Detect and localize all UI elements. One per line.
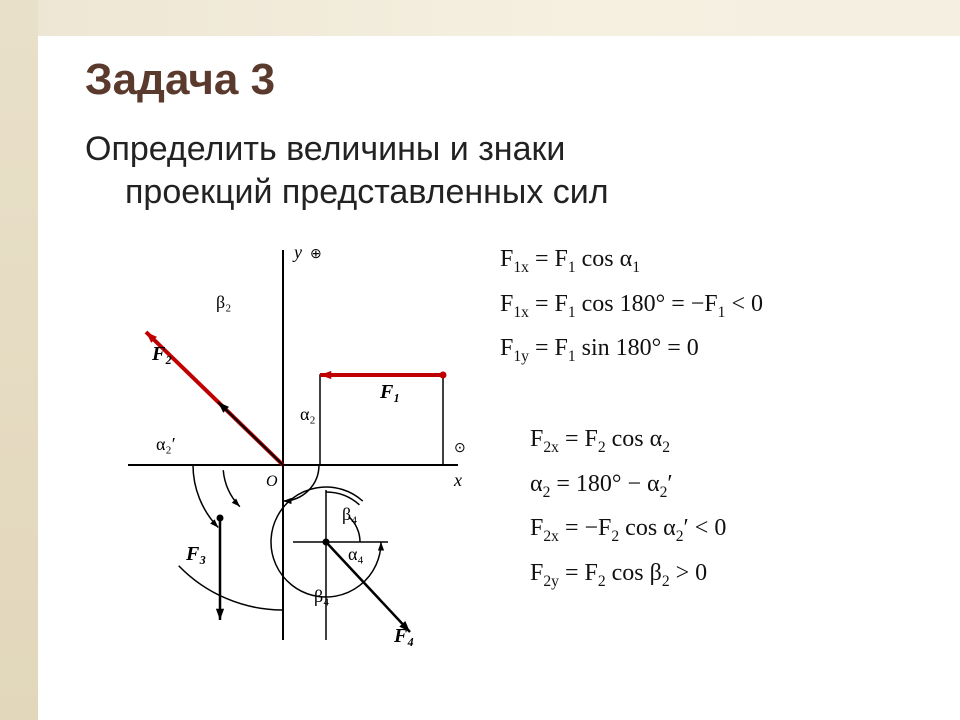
eq-row: F1x = F1 cos 180° = −F1 < 0 [500, 285, 763, 326]
svg-text:F₃: F₃ [185, 543, 206, 565]
svg-text:O: O [266, 473, 278, 490]
svg-text:β₄: β₄ [342, 504, 357, 524]
svg-text:β₄: β₄ [314, 586, 329, 606]
decor-stripe-left [0, 0, 38, 720]
svg-text:F₁: F₁ [379, 381, 400, 403]
slide-subtitle: Определить величины и знаки проекций пре… [85, 128, 845, 213]
svg-text:F₄: F₄ [393, 625, 414, 647]
svg-text:⊕: ⊕ [310, 247, 322, 262]
slide: Задача 3 Определить величины и знаки про… [0, 0, 960, 720]
subtitle-line-1: Определить величины и знаки [85, 130, 565, 168]
eq-row: F1y = F1 sin 180° = 0 [500, 329, 763, 370]
svg-text:y: y [292, 242, 302, 262]
svg-text:α₂′: α₂′ [156, 434, 176, 454]
svg-text:F₂: F₂ [151, 343, 172, 365]
eq-row: F2y = F2 cos β2 > 0 [530, 554, 726, 595]
svg-text:β₂: β₂ [216, 292, 231, 312]
eq-row: α2 = 180° − α2′ [530, 465, 726, 506]
equation-block-2: F2x = F2 cos α2 α2 = 180° − α2′ F2x = −F… [530, 420, 726, 599]
svg-text:α₄: α₄ [348, 544, 364, 564]
eq-row: F2x = F2 cos α2 [530, 420, 726, 461]
equation-block-1: F1x = F1 cos α1 F1x = F1 cos 180° = −F1 … [500, 240, 763, 374]
slide-title: Задача 3 [85, 55, 275, 105]
svg-text:α₂: α₂ [300, 404, 316, 424]
force-diagram: y ⊕ x ⊙ Oβ₂ α₂′ α₂ β₄ α₄ β₄ F₁ F₂ F₃ F₄ [98, 240, 468, 660]
eq-row: F2x = −F2 cos α2′ < 0 [530, 509, 726, 550]
eq-row: F1x = F1 cos α1 [500, 240, 763, 281]
svg-text:x: x [453, 470, 462, 490]
decor-stripe-top [0, 0, 960, 36]
subtitle-line-2: проекций представленных сил [85, 171, 845, 214]
svg-text:⊙: ⊙ [454, 441, 466, 456]
